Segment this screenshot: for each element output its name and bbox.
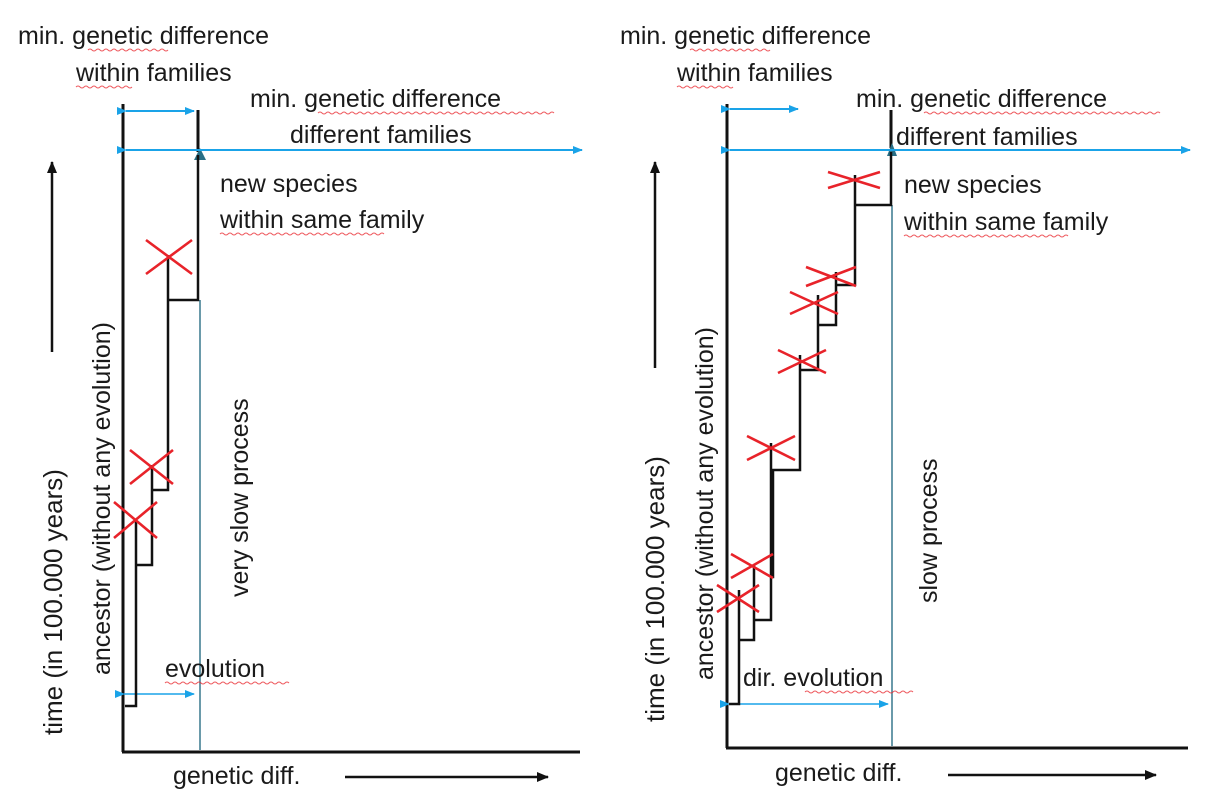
left-min-within-label: min. genetic difference — [18, 22, 269, 50]
right-time-axis-label: time (in 100.000 years) — [640, 456, 670, 722]
right-within-families-label: within families — [676, 59, 833, 87]
right-same-family-label: within same family — [903, 208, 1109, 236]
left-extinct-marks — [113, 238, 193, 539]
right-min-within-label: min. genetic difference — [620, 22, 871, 50]
left-min-between-label: min. genetic difference — [250, 85, 501, 113]
left-panel: min. genetic difference within families … — [18, 22, 583, 790]
left-different-families-label: different families — [290, 121, 472, 149]
left-within-families-label: within families — [75, 59, 232, 87]
left-slow-process-label: very slow process — [226, 398, 254, 597]
left-ancestor-label: ancestor (without any evolution) — [88, 322, 116, 675]
left-same-family-label: within same family — [219, 206, 425, 234]
left-lineage-path — [125, 155, 200, 708]
right-lineage-path — [729, 152, 893, 706]
left-genetic-diff-label: genetic diff. — [173, 762, 300, 790]
right-min-between-label: min. genetic difference — [856, 85, 1107, 113]
right-slow-process-label: slow process — [915, 459, 943, 604]
left-time-axis-label: time (in 100.000 years) — [38, 469, 68, 735]
right-panel: min. genetic difference within families … — [620, 22, 1191, 787]
left-evolution-label: evolution — [165, 655, 265, 683]
left-new-species-label: new species — [220, 170, 358, 198]
right-evolution-label: dir. evolution — [743, 664, 883, 692]
right-ancestor-label: ancestor (without any evolution) — [691, 327, 719, 680]
right-new-species-label: new species — [904, 171, 1042, 199]
left-spellcheck-marks — [75, 48, 555, 685]
right-different-families-label: different families — [896, 123, 1078, 151]
right-genetic-diff-label: genetic diff. — [775, 759, 902, 787]
right-spellcheck-marks — [676, 48, 1161, 694]
right-extinct-marks — [716, 170, 881, 614]
